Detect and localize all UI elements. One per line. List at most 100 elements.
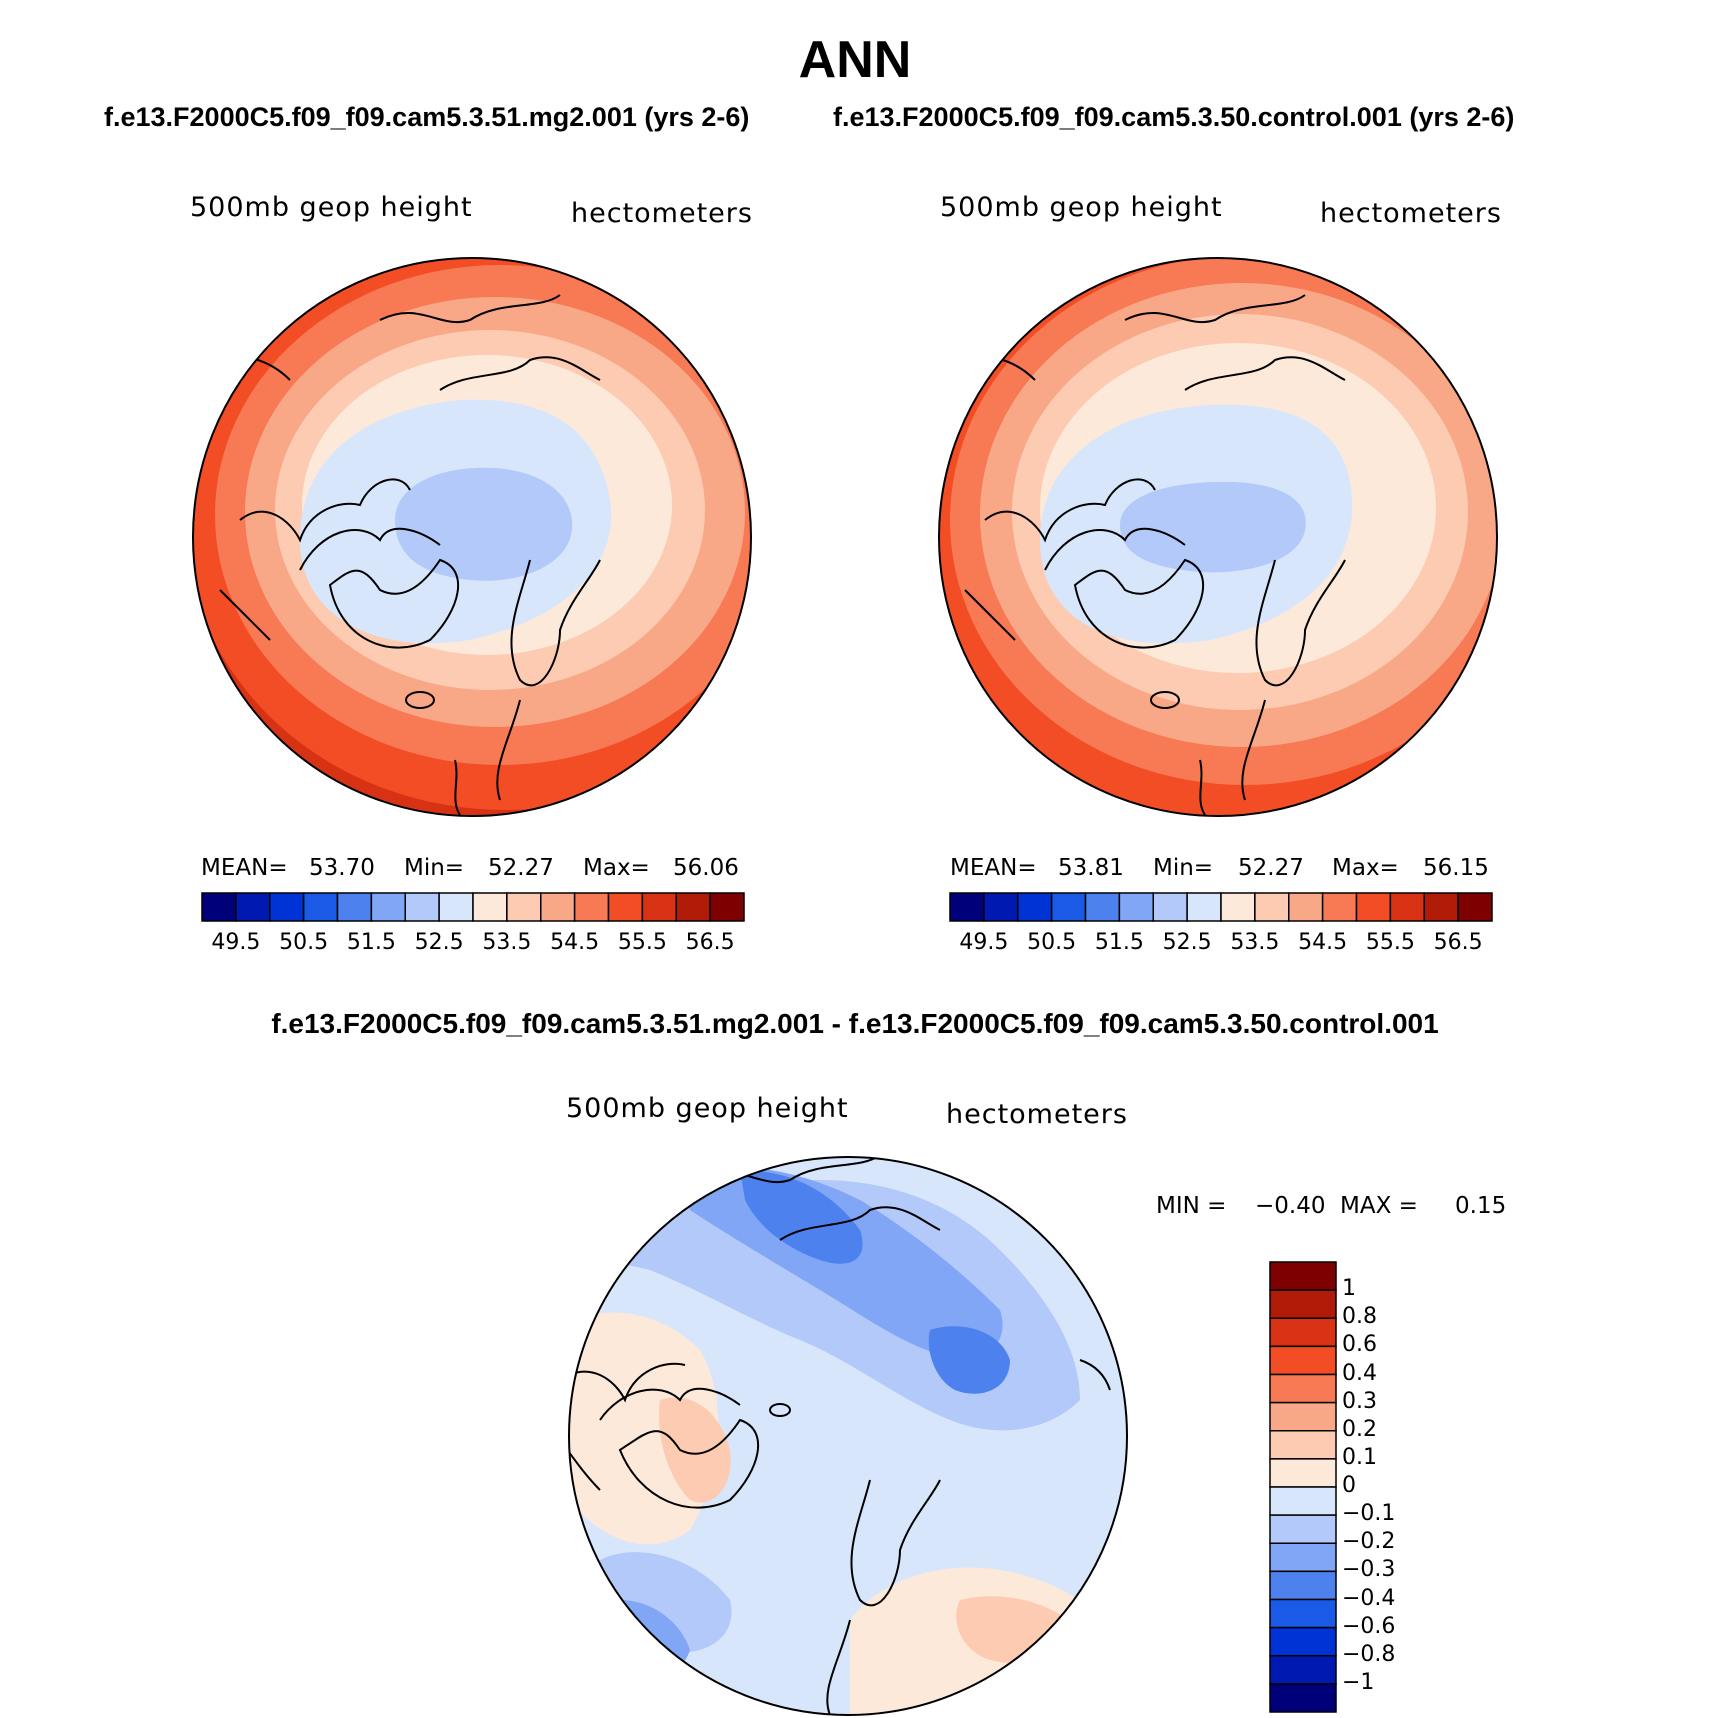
colorbar-tick-label: 1 xyxy=(1342,1276,1356,1302)
panel3-max-label: MAX = xyxy=(1340,1193,1418,1219)
colorbar-swatch xyxy=(302,892,339,922)
colorbar-swatch xyxy=(1269,1598,1337,1629)
colorbar-tick-label: 50.5 xyxy=(1027,930,1077,955)
colorbar-swatch xyxy=(1269,1345,1337,1376)
colorbar-tick-label: 52.5 xyxy=(414,930,464,955)
colorbar-swatch xyxy=(1269,1655,1337,1685)
panel2-mean-value: 53.81 xyxy=(1058,855,1124,881)
colorbar-swatch xyxy=(1254,892,1290,922)
panel1-mean-label: MEAN= xyxy=(201,855,288,881)
colorbar-swatch xyxy=(949,892,985,922)
panel2-max-value: 56.15 xyxy=(1423,855,1489,881)
colorbar-swatch xyxy=(1269,1317,1337,1348)
colorbar-swatch xyxy=(438,892,474,922)
colorbar-tick-label: −1 xyxy=(1342,1669,1375,1695)
colorbar-tick-label: 55.5 xyxy=(617,930,667,955)
panel1-variable: 500mb geop height xyxy=(190,192,473,223)
colorbar-tick-label: 50.5 xyxy=(279,930,329,955)
colorbar-swatch xyxy=(607,892,644,922)
colorbar-tick-label: 0.3 xyxy=(1342,1388,1377,1414)
colorbar-swatch xyxy=(1118,892,1154,922)
colorbar-tick-label: 56.5 xyxy=(1433,930,1483,955)
panel1-min-value: 52.27 xyxy=(488,855,554,881)
colorbar-swatch xyxy=(1457,892,1493,922)
colorbar-swatch xyxy=(1269,1373,1337,1404)
colorbar-tick-label: 56.5 xyxy=(685,930,735,955)
panel2-colorbar xyxy=(949,892,1493,922)
panel1-max-label: Max= xyxy=(583,855,650,881)
colorbar-swatch xyxy=(269,892,305,922)
panel1-map-border xyxy=(192,257,752,817)
panel3-units: hectometers xyxy=(946,1099,1128,1130)
colorbar-tick-label: −0.6 xyxy=(1342,1613,1396,1639)
colorbar-swatch xyxy=(1423,892,1459,922)
panel1-colorbar xyxy=(201,892,745,922)
colorbar-swatch xyxy=(1017,892,1053,922)
colorbar-swatch xyxy=(1269,1458,1337,1488)
colorbar-swatch xyxy=(641,892,677,922)
colorbar-tick-label: −0.2 xyxy=(1342,1529,1396,1555)
panel3-min-label: MIN = xyxy=(1156,1193,1227,1219)
colorbar-swatch xyxy=(1389,892,1425,922)
colorbar-swatch xyxy=(1269,1542,1337,1573)
colorbar-swatch xyxy=(506,892,542,922)
colorbar-tick-label: −0.8 xyxy=(1342,1641,1396,1667)
colorbar-tick-label: −0.4 xyxy=(1342,1585,1396,1611)
panel2-units: hectometers xyxy=(1320,198,1502,229)
colorbar-tick-label: 49.5 xyxy=(211,930,261,955)
panel3-map-border xyxy=(568,1156,1128,1716)
colorbar-tick-label: 51.5 xyxy=(1094,930,1144,955)
panel1-units: hectometers xyxy=(571,198,753,229)
colorbar-tick-label: 53.5 xyxy=(1230,930,1280,955)
colorbar-swatch xyxy=(370,892,406,922)
colorbar-swatch xyxy=(1269,1683,1337,1713)
main-title: ANN xyxy=(798,31,912,89)
colorbar-swatch xyxy=(1269,1570,1337,1601)
colorbar-tick-label: 53.5 xyxy=(482,930,532,955)
colorbar-swatch xyxy=(1152,892,1188,922)
colorbar-tick-label: 54.5 xyxy=(550,930,600,955)
colorbar-swatch xyxy=(472,892,508,922)
colorbar-swatch xyxy=(1269,1430,1337,1460)
colorbar-tick-label: 51.5 xyxy=(346,930,396,955)
colorbar-tick-label: 0.2 xyxy=(1342,1416,1377,1442)
panel1-colorbar-labels: 49.5 50.5 51.5 52.5 53.5 54.5 55.5 56.5 xyxy=(202,930,744,958)
panel1-min-label: Min= xyxy=(404,855,465,881)
colorbar-tick-label: 54.5 xyxy=(1298,930,1348,955)
colorbar-tick-label: −0.3 xyxy=(1342,1557,1396,1583)
panel2-map-border xyxy=(938,257,1498,817)
colorbar-tick-label: 49.5 xyxy=(959,930,1009,955)
colorbar-tick-label: 52.5 xyxy=(1162,930,1212,955)
colorbar-swatch xyxy=(201,892,237,922)
panel2-max-label: Max= xyxy=(1332,855,1399,881)
panel2-colorbar-labels: 49.5 50.5 51.5 52.5 53.5 54.5 55.5 56.5 xyxy=(950,930,1492,958)
colorbar-tick-label: 55.5 xyxy=(1365,930,1415,955)
left-case-title: f.e13.F2000C5.f09_f09.cam5.3.51.mg2.001 … xyxy=(104,102,750,132)
colorbar-tick-label: 0.6 xyxy=(1342,1332,1377,1358)
colorbar-swatch xyxy=(675,892,711,922)
colorbar-swatch xyxy=(1288,892,1324,922)
panel3-max-value: 0.15 xyxy=(1455,1193,1507,1219)
colorbar-tick-label: −0.1 xyxy=(1342,1501,1396,1527)
colorbar-swatch xyxy=(1186,892,1222,922)
colorbar-swatch xyxy=(1269,1289,1337,1319)
colorbar-swatch xyxy=(983,892,1019,922)
colorbar-swatch xyxy=(1220,892,1256,922)
colorbar-tick-label: 0.8 xyxy=(1342,1304,1377,1330)
colorbar-swatch xyxy=(1269,1626,1337,1657)
panel2-min-value: 52.27 xyxy=(1238,855,1304,881)
colorbar-swatch xyxy=(1269,1401,1337,1432)
colorbar-tick-label: 0 xyxy=(1342,1473,1356,1498)
panel2-variable: 500mb geop height xyxy=(940,192,1223,223)
panel1-mean-value: 53.70 xyxy=(309,855,375,881)
colorbar-swatch xyxy=(709,892,745,922)
colorbar-swatch xyxy=(1050,892,1087,922)
colorbar-swatch xyxy=(1084,892,1121,922)
panel2-min-label: Min= xyxy=(1153,855,1214,881)
colorbar-swatch xyxy=(235,892,271,922)
right-case-title: f.e13.F2000C5.f09_f09.cam5.3.50.control.… xyxy=(833,102,1515,132)
colorbar-swatch xyxy=(1321,892,1358,922)
colorbar-swatch xyxy=(1269,1486,1337,1516)
panel3-min-value: −0.40 xyxy=(1255,1193,1326,1219)
